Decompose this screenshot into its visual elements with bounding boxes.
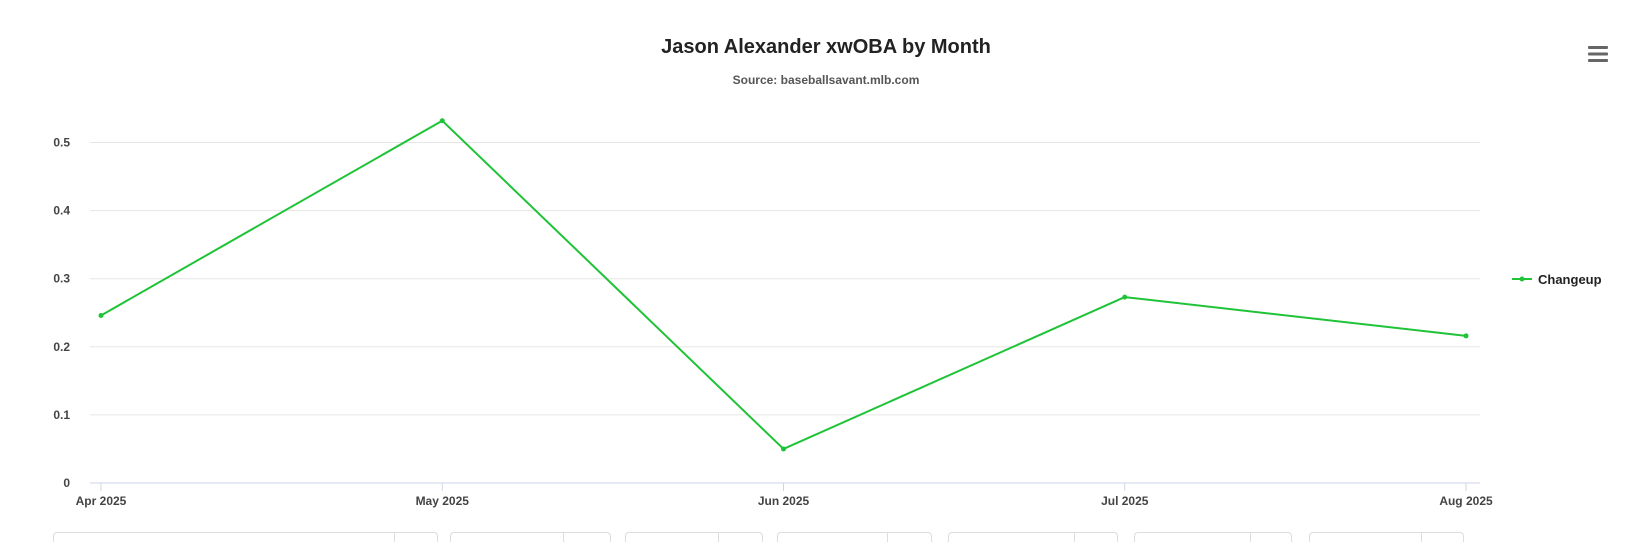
context-menu-button[interactable]	[1586, 44, 1610, 64]
y-tick-label: 0.1	[53, 408, 70, 422]
y-tick-label: 0.4	[53, 204, 70, 218]
y-tick-label: 0.5	[53, 136, 70, 150]
control-box-2[interactable]	[450, 532, 611, 542]
series-line-changeup	[100, 119, 1467, 450]
control-box-7[interactable]	[1309, 532, 1464, 542]
gridlines	[90, 142, 1480, 416]
y-tick-label: 0.3	[53, 272, 70, 286]
legend-label: Changeup	[1538, 272, 1602, 287]
x-tick-label: Aug 2025	[1439, 494, 1493, 508]
control-box-5[interactable]	[948, 532, 1118, 542]
control-box-4[interactable]	[777, 532, 932, 542]
chart-title: Jason Alexander xwOBA by Month	[661, 36, 991, 58]
y-tick-label: 0	[63, 476, 70, 490]
x-axis: Apr 2025 May 2025 Jun 2025 Jul 2025 Aug 2025	[76, 482, 1493, 508]
y-axis: 0 0.1 0.2 0.3 0.4 0.5	[53, 136, 70, 491]
legend-marker	[1519, 276, 1525, 282]
data-point[interactable]	[439, 118, 445, 124]
x-tick-label: Jul 2025	[1101, 494, 1149, 508]
series-layer	[98, 118, 1469, 452]
data-point[interactable]	[1122, 294, 1128, 300]
data-point[interactable]	[1463, 333, 1469, 339]
control-box-3[interactable]	[625, 532, 763, 542]
x-tick-label: Jun 2025	[758, 494, 810, 508]
control-box-6[interactable]	[1134, 532, 1292, 542]
x-tick-label: May 2025	[416, 494, 470, 508]
data-point[interactable]	[781, 446, 786, 452]
chart-subtitle: Source: baseballsavant.mlb.com	[733, 73, 920, 87]
x-tick-label: Apr 2025	[76, 494, 127, 508]
control-box-1[interactable]	[53, 532, 438, 542]
legend-item-changeup[interactable]: Changeup	[1512, 272, 1602, 287]
data-point[interactable]	[98, 312, 104, 318]
y-tick-label: 0.2	[53, 340, 70, 354]
